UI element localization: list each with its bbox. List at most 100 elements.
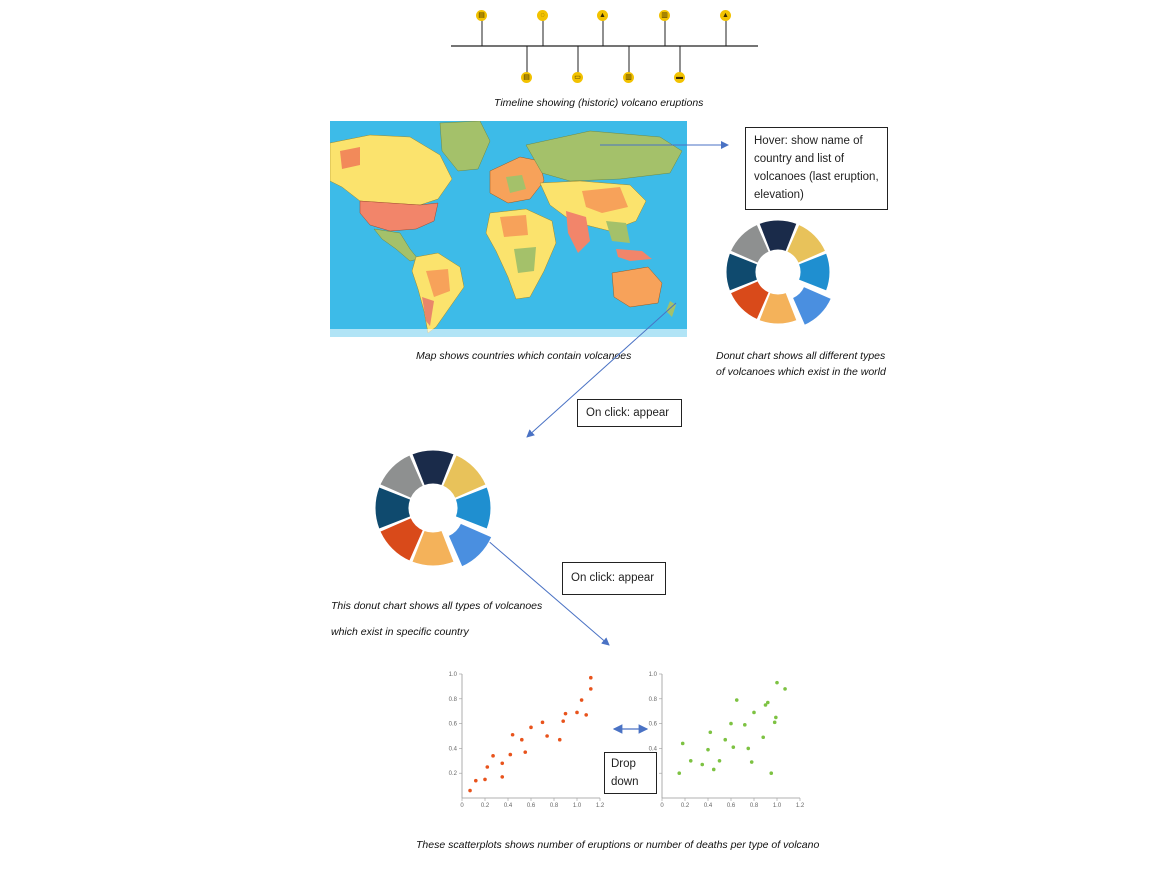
scatter-point <box>485 765 490 769</box>
scatter-point <box>749 760 754 764</box>
x-tick-label: 1.2 <box>596 803 605 808</box>
world-map[interactable] <box>330 121 687 337</box>
x-tick-label: 1.0 <box>573 803 582 808</box>
scatter-point <box>540 720 545 725</box>
click-note-1: On click: appear <box>577 399 682 427</box>
scatter-point <box>775 680 779 685</box>
donut-segment[interactable] <box>454 486 492 530</box>
dropdown-note[interactable]: Drop down <box>604 752 657 794</box>
volcano-icon[interactable]: ▲ <box>720 10 731 21</box>
scatter-point <box>729 721 733 726</box>
scatter-point <box>500 775 505 779</box>
donut-segment[interactable] <box>374 486 412 530</box>
y-tick-label: 0.4 <box>449 746 458 752</box>
donut-country[interactable] <box>330 430 530 590</box>
y-tick-label: 0.2 <box>449 771 458 777</box>
x-tick-label: 1.0 <box>773 803 782 808</box>
truck-icon[interactable]: ▭ <box>572 72 583 83</box>
y-tick-label: 1.0 <box>449 672 458 678</box>
x-tick-label: 0.2 <box>481 803 490 808</box>
scatter-point <box>708 730 713 735</box>
scatter-point <box>774 715 778 720</box>
x-tick-label: 0 <box>460 803 464 808</box>
scatter-point <box>752 710 756 715</box>
car-icon[interactable]: ▬ <box>674 72 685 83</box>
scatter-point <box>723 737 728 742</box>
x-tick-label: 0.4 <box>704 803 713 808</box>
x-tick-label: 1.2 <box>796 803 805 808</box>
scatter-point <box>734 698 739 702</box>
timeline: ▤ ◌ ▲ ▥ ▲ ▤ ▭ ▥ ▬ <box>445 0 765 95</box>
hover-note: Hover: show name of country and list of … <box>745 127 888 210</box>
scatter-point <box>529 725 533 730</box>
map-caption: Map shows countries which contain volcan… <box>416 350 632 362</box>
donut-segment[interactable] <box>411 529 455 567</box>
scatter-point <box>761 735 765 740</box>
donut-segment[interactable] <box>725 252 759 292</box>
scatter-point <box>769 771 774 775</box>
scatter-point <box>717 759 722 763</box>
scatter-point <box>711 767 716 772</box>
donut-segment[interactable] <box>379 454 425 500</box>
y-tick-label: 0.8 <box>649 697 658 703</box>
document-icon[interactable]: ▤ <box>521 72 532 83</box>
donut-world-caption: Donut chart shows all different types of… <box>716 350 886 378</box>
donut-segment[interactable] <box>729 223 770 264</box>
scatter-point <box>731 745 736 749</box>
scatter-point <box>783 687 787 691</box>
scatter-point <box>500 761 505 766</box>
chart-icon[interactable]: ▥ <box>623 72 634 83</box>
donut-segment[interactable] <box>797 252 831 292</box>
scatter-point <box>508 752 513 757</box>
donut-segment[interactable] <box>791 285 832 326</box>
scatter-point <box>579 698 584 702</box>
x-tick-label: 0.2 <box>681 803 690 808</box>
scatter-point <box>523 750 528 754</box>
scatter-point <box>483 777 487 782</box>
donut-segment[interactable] <box>379 516 425 562</box>
scatter-point <box>520 737 524 742</box>
scatter-point <box>677 771 682 775</box>
donut-segment[interactable] <box>758 219 798 253</box>
scatter-point <box>772 720 777 725</box>
donut-segment[interactable] <box>411 449 455 487</box>
scatter-point <box>575 710 579 715</box>
x-tick-label: 0.6 <box>727 803 736 808</box>
map-to-country-donut-arrow <box>526 302 677 438</box>
donut-segment[interactable] <box>758 291 798 325</box>
y-tick-label: 0.8 <box>449 697 458 703</box>
donut-segment[interactable] <box>447 522 493 568</box>
scatter-point <box>589 675 593 680</box>
scatter-point <box>680 741 685 746</box>
scatter-plot-right: 00.20.40.60.81.01.20.20.40.60.81.0 <box>649 672 805 808</box>
scatter-point <box>700 762 705 767</box>
chat-icon[interactable]: ◌ <box>537 10 548 21</box>
scatter-point <box>491 754 495 758</box>
scatter-point <box>746 746 751 751</box>
donut-segment[interactable] <box>729 280 770 321</box>
click-note-2: On click: appear <box>562 562 666 595</box>
donut-world[interactable] <box>700 210 860 340</box>
x-tick-label: 0.8 <box>550 803 559 808</box>
document-icon[interactable]: ▤ <box>476 10 487 21</box>
chart-icon[interactable]: ▥ <box>659 10 670 21</box>
dropdown-note-line2: down <box>611 776 639 788</box>
scatter-point <box>706 747 710 752</box>
volcano-icon[interactable]: ▲ <box>597 10 608 21</box>
x-tick-label: 0 <box>660 803 664 808</box>
y-tick-label: 1.0 <box>649 672 658 678</box>
scatter-point <box>510 732 515 737</box>
scatter-point <box>763 703 768 707</box>
scatter-point <box>584 713 588 717</box>
donut-segment[interactable] <box>786 223 827 264</box>
donut-to-scatter-arrow <box>485 538 610 646</box>
scatter-point <box>743 723 747 727</box>
scatter-point <box>474 778 478 783</box>
x-tick-label: 0.8 <box>750 803 759 808</box>
scatter-point <box>468 788 472 793</box>
x-tick-label: 0.4 <box>504 803 513 808</box>
donut-segment[interactable] <box>441 454 487 500</box>
donut-country-caption-line1: This donut chart shows all types of volc… <box>331 600 543 612</box>
scatter-point <box>563 711 568 716</box>
